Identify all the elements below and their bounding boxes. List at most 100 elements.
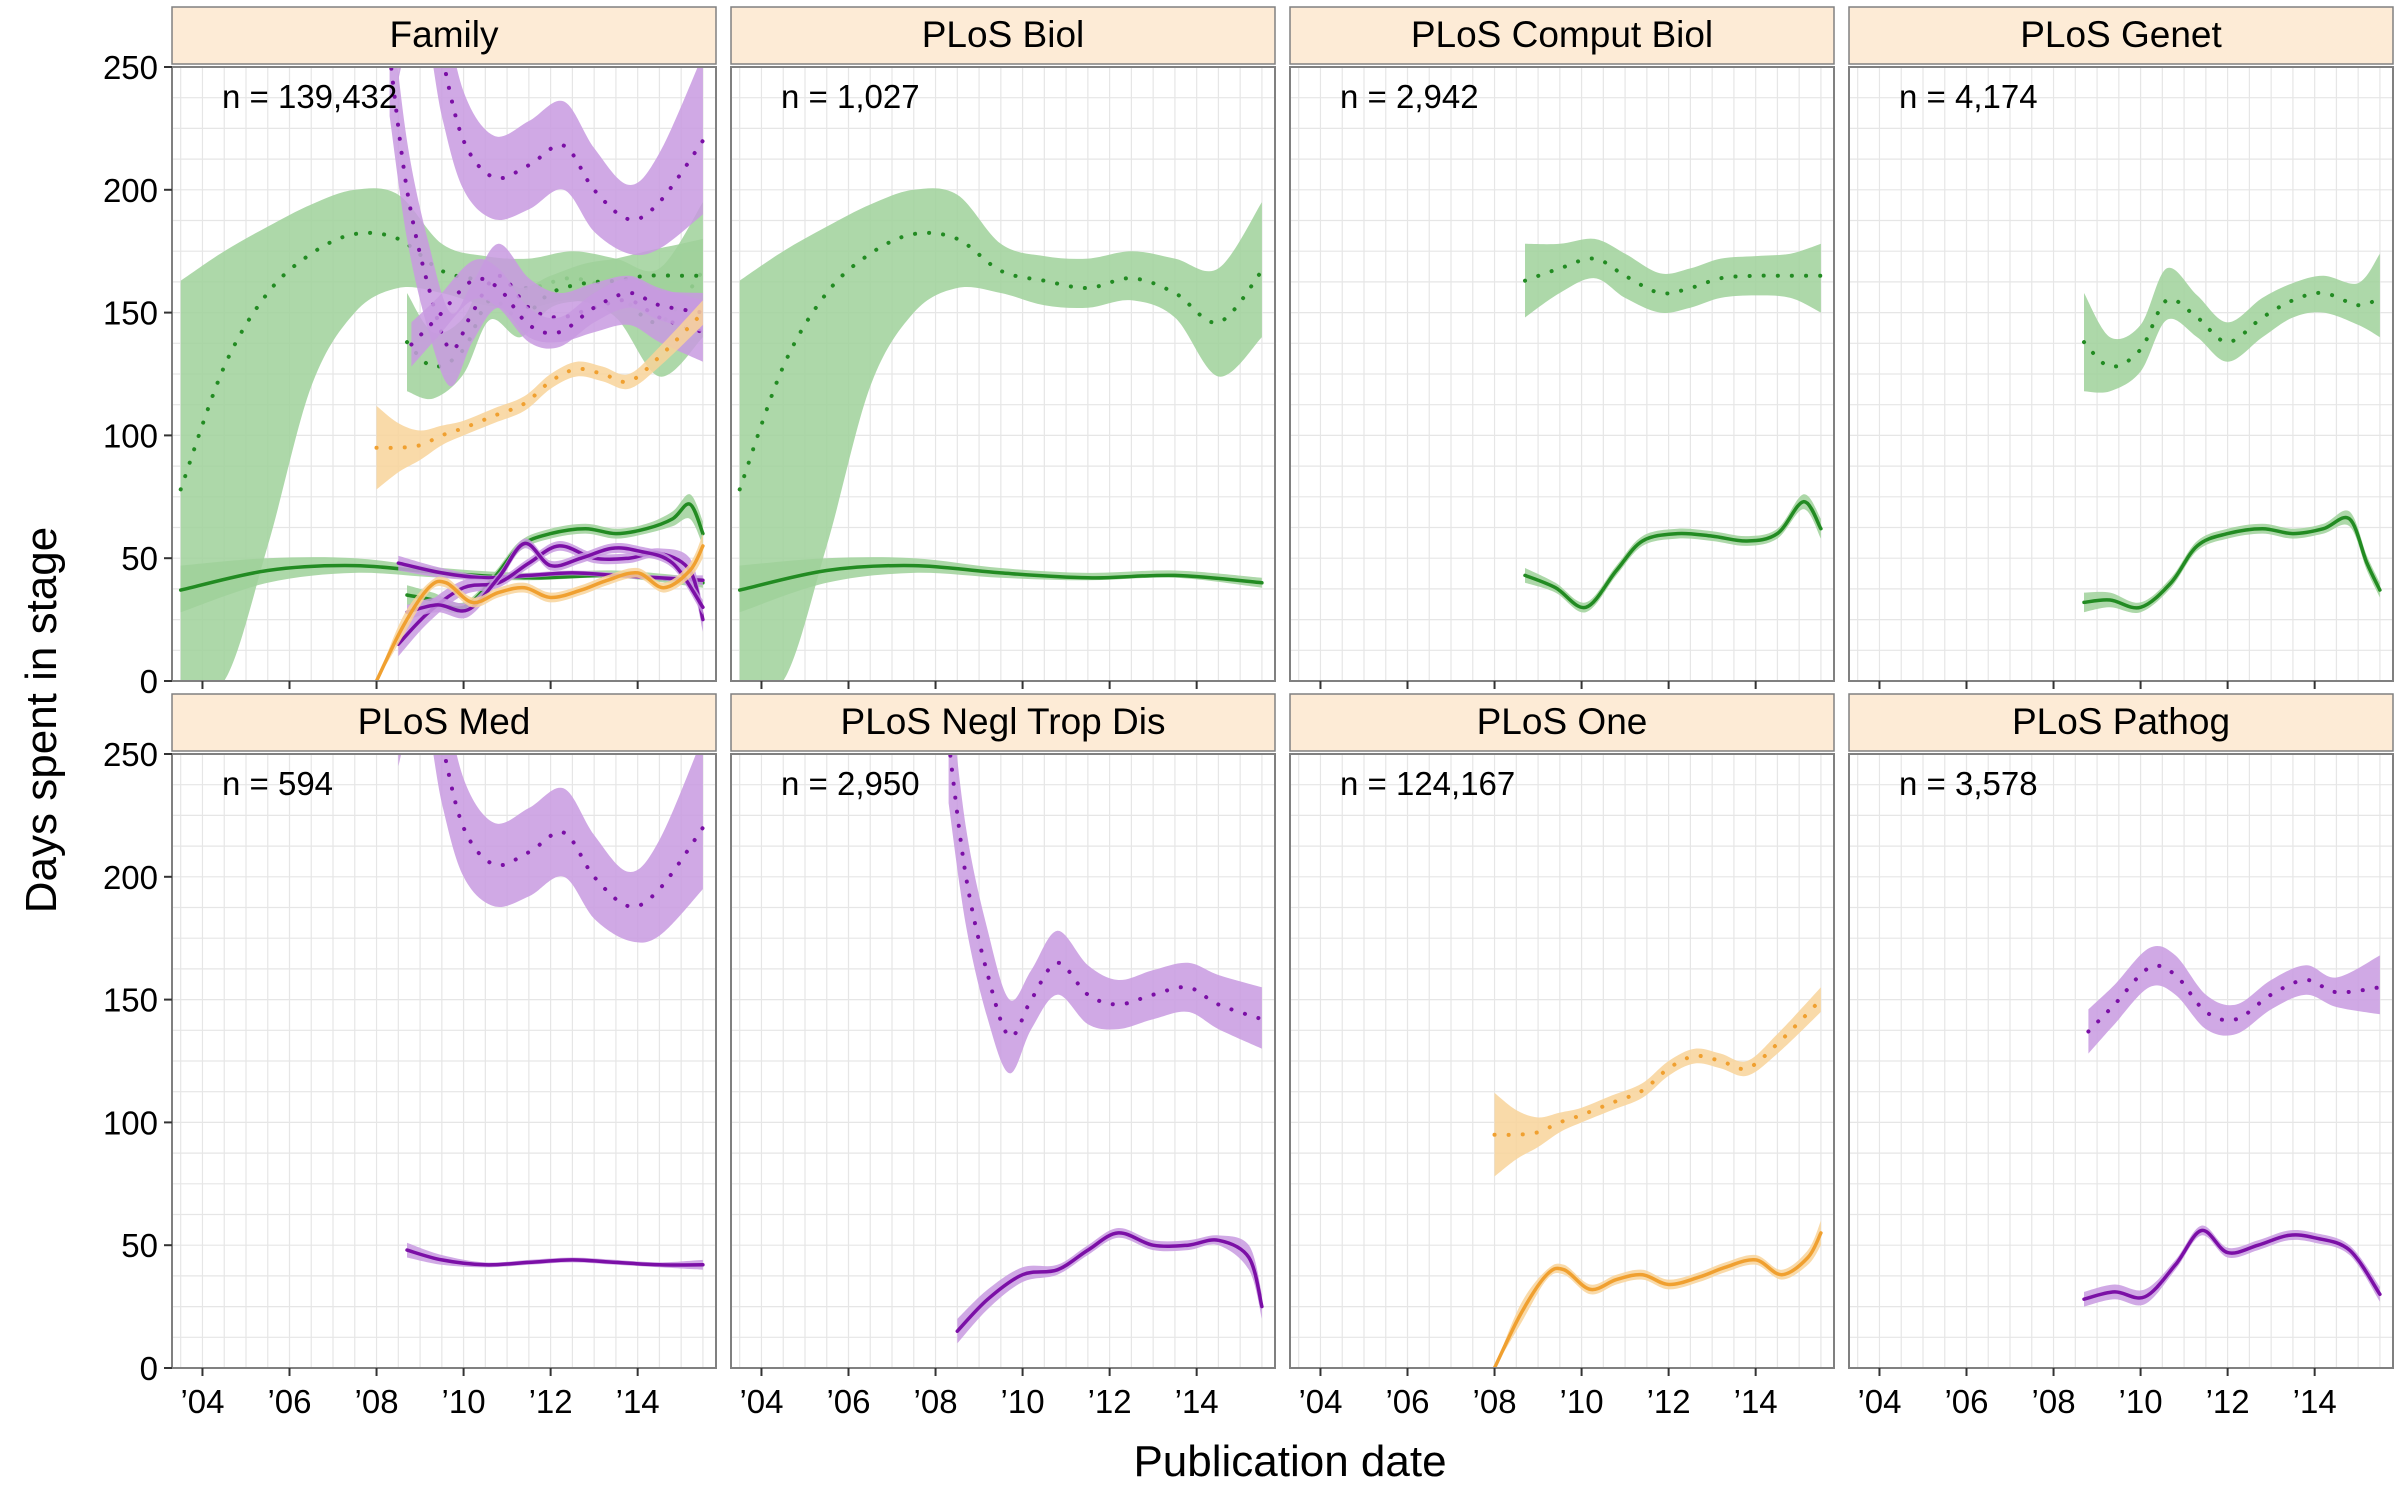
facet-title: PLoS Biol [922,14,1085,55]
gridlines [1290,66,1834,681]
confidence-band [2088,945,2380,1054]
facet-strip [1848,693,2394,752]
x-tick-label: ’12 [1647,1383,1691,1420]
series-line-solid [1492,1231,1823,1368]
confidence-band [1525,238,1821,318]
panel-frame [171,753,717,1369]
x-tick-label: ’06 [267,1383,311,1420]
gridlines [172,753,716,1368]
facet-title: PLoS Pathog [2012,701,2230,742]
confidence-band [180,557,703,613]
y-axis-title: Days spent in stage [17,527,66,913]
y-tick-label: 150 [103,982,158,1019]
x-tick-label: ’06 [1944,1383,1988,1420]
x-tick-label: ’08 [2032,1383,2076,1420]
series-line-dotted [409,276,705,347]
gridlines [731,753,1275,1368]
x-tick-label: ’12 [2206,1383,2250,1420]
gridlines [1849,753,2393,1368]
series-group [2082,945,2382,1307]
series-group [1492,987,1823,1368]
x-tick-label: ’10 [1560,1383,1604,1420]
y-tick-label: 0 [140,663,158,700]
y-tick-label: 200 [103,859,158,896]
confidence-band [1494,987,1821,1177]
x-tick-label: ’08 [1473,1383,1517,1420]
series-line-dotted [1492,997,1823,1137]
series-group [948,754,1264,1344]
series-line-solid [955,1231,1264,1333]
sample-size-label: n = 2,950 [781,765,920,802]
facet-strip [730,693,1276,752]
y-tick-label: 200 [103,172,158,209]
x-tick-label: ’06 [826,1383,870,1420]
y-tick-label: 50 [121,540,158,577]
x-tick-label: ’14 [2293,1383,2337,1420]
series-line-dotted [2082,290,2382,369]
confidence-band [180,188,703,681]
x-tick-label: ’08 [355,1383,399,1420]
facet-title: PLoS Genet [2020,14,2222,55]
x-tick-label: ’10 [442,1383,486,1420]
series-line-solid [405,541,705,614]
panel-frame [1289,753,1835,1369]
y-tick-label: 250 [103,736,158,773]
panel: PLoS One n = 124,167 ’04 ’06 ’08 ’10 ’12 ’14 [1289,693,1835,1420]
gridlines [1290,753,1834,1368]
series-line-solid [2082,1228,2382,1301]
panel: PLoS Med n = 594 ’04 ’06 ’08 ’10 ’12 ’14 0 50 100 1… [103,693,717,1420]
x-tick-label: ’10 [1001,1383,1045,1420]
y-tick-label: 100 [103,1104,158,1141]
x-tick-label: ’14 [1175,1383,1219,1420]
series-line-dotted [374,310,705,450]
x-tick-label: ’14 [616,1383,660,1420]
facet-title: PLoS Negl Trop Dis [841,701,1166,742]
series-line-solid [1523,499,1823,610]
panel: PLoS Negl Trop Dis n = 2,950 ’04 ’06 ’08 ’10 ’… [730,693,1276,1420]
panel-frame [730,66,1276,682]
facet-strip [1848,6,2394,65]
x-tick-label: ’08 [914,1383,958,1420]
panels: Family n = 139,432 ’04 ’06 ’08 ’10 ’12 ’14 0 50 10… [103,6,2394,1420]
confidence-band [957,1227,1262,1344]
confidence-band [398,540,703,657]
x-tick-label: ’04 [180,1383,224,1420]
facet-strip [730,6,1276,65]
series-group [2082,253,2382,613]
x-tick-label: ’14 [1734,1383,1778,1420]
series-line-dotted [1523,256,1823,296]
sample-size-label: n = 594 [222,765,333,802]
confidence-band [398,67,703,256]
x-tick-label: ’04 [1857,1383,1901,1420]
series-group [398,754,705,1270]
x-tick-label: ’12 [529,1383,573,1420]
y-tick-label: 100 [103,417,158,454]
sample-size-label: n = 3,578 [1899,765,2038,802]
y-tick-label: 250 [103,49,158,86]
facet-strip [171,693,717,752]
series-group [737,188,1264,681]
sample-size-label: n = 139,432 [222,78,397,115]
confidence-band [376,300,703,490]
x-tick-label: ’10 [2119,1383,2163,1420]
panel-frame [1289,66,1835,682]
facet-title: Family [390,14,499,55]
panel-frame [1848,753,2394,1369]
series-line-solid [737,563,1264,592]
series-line-solid [396,561,705,583]
facet-title: PLoS Comput Biol [1411,14,1713,55]
confidence-band [2084,510,2380,613]
series-line-solid [2082,515,2382,610]
y-tick-label: 0 [140,1350,158,1387]
panel-frame [171,66,717,682]
sample-size-label: n = 1,027 [781,78,920,115]
series-group [1523,238,1823,613]
panel: PLoS Pathog n = 3,578 ’04 ’06 ’08 ’10 ’12 ’14 [1848,693,2394,1420]
series-line-solid [405,1248,705,1267]
facet-strip [171,6,717,65]
sample-size-label: n = 2,942 [1340,78,1479,115]
